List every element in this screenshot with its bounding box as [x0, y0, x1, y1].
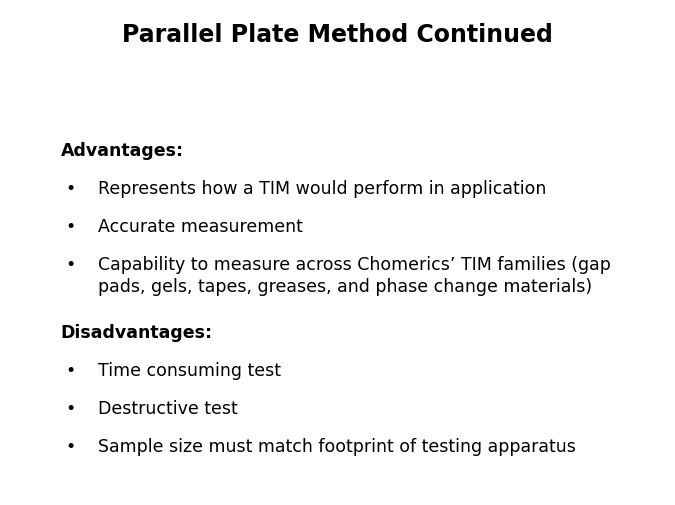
Text: Parallel Plate Method Continued: Parallel Plate Method Continued [122, 23, 553, 46]
Text: Capability to measure across Chomerics’ TIM families (gap
pads, gels, tapes, gre: Capability to measure across Chomerics’ … [98, 255, 611, 295]
Text: •: • [65, 217, 76, 235]
Text: Disadvantages:: Disadvantages: [61, 323, 213, 341]
Text: •: • [65, 361, 76, 379]
Text: Represents how a TIM would perform in application: Represents how a TIM would perform in ap… [98, 179, 546, 197]
Text: •: • [65, 399, 76, 417]
Text: Destructive test: Destructive test [98, 399, 238, 417]
Text: Sample size must match footprint of testing apparatus: Sample size must match footprint of test… [98, 437, 576, 455]
Text: •: • [65, 437, 76, 455]
Text: Time consuming test: Time consuming test [98, 361, 281, 379]
Text: •: • [65, 179, 76, 197]
Text: Advantages:: Advantages: [61, 141, 184, 160]
Text: Accurate measurement: Accurate measurement [98, 217, 303, 235]
Text: •: • [65, 255, 76, 273]
